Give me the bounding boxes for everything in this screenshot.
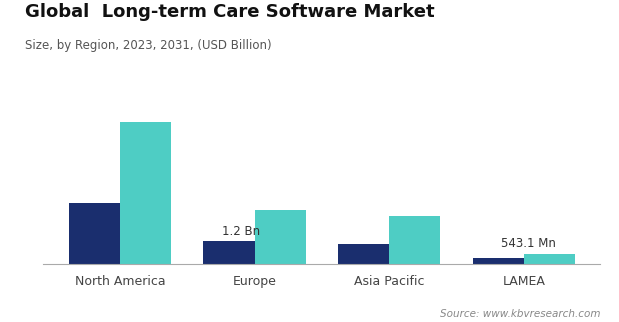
Bar — [524, 254, 575, 264]
Bar — [254, 210, 306, 264]
Bar — [204, 241, 254, 264]
Bar — [69, 204, 120, 264]
Text: Source: www.kbvresearch.com: Source: www.kbvresearch.com — [440, 309, 600, 319]
Bar — [389, 216, 440, 264]
Bar — [120, 122, 171, 264]
Bar — [473, 258, 524, 264]
Bar — [338, 244, 389, 264]
Text: Global  Long-term Care Software Market: Global Long-term Care Software Market — [25, 3, 435, 21]
Text: 543.1 Mn: 543.1 Mn — [501, 237, 556, 250]
Text: 1.2 Bn: 1.2 Bn — [222, 225, 261, 238]
Text: Size, by Region, 2023, 2031, (USD Billion): Size, by Region, 2023, 2031, (USD Billio… — [25, 39, 271, 52]
